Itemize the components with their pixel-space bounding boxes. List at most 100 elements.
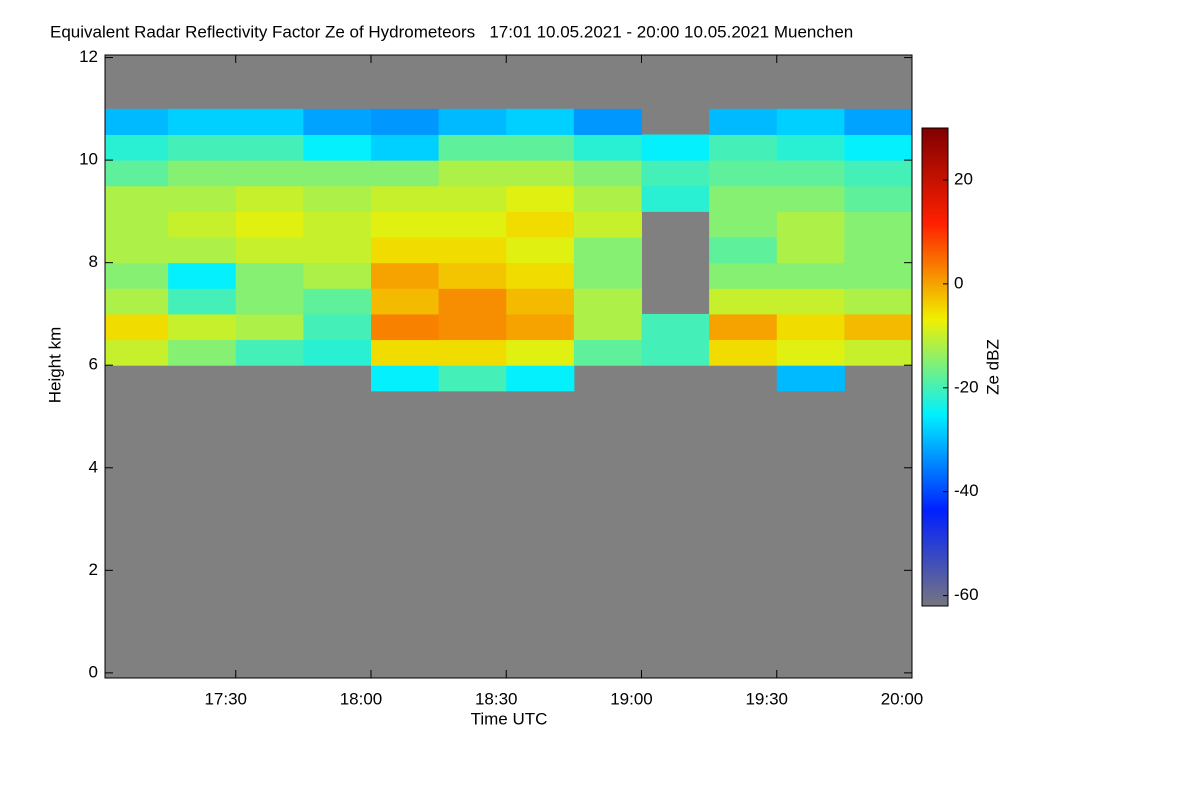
heatmap-cell bbox=[168, 211, 237, 238]
heatmap-cell bbox=[776, 365, 845, 392]
heatmap-cell bbox=[844, 339, 912, 366]
heatmap-cell bbox=[506, 365, 575, 392]
heatmap-cell bbox=[303, 160, 372, 187]
heatmap-cell bbox=[776, 237, 845, 264]
heatmap-cell bbox=[776, 262, 845, 289]
heatmap-cell bbox=[641, 134, 710, 161]
heatmap-cell bbox=[844, 237, 912, 264]
y-tick-label: 12 bbox=[79, 47, 98, 66]
heatmap-cell bbox=[506, 108, 575, 135]
heatmap-cell bbox=[105, 339, 169, 366]
heatmap-cell bbox=[303, 339, 372, 366]
heatmap-cell bbox=[844, 160, 912, 187]
heatmap-cell bbox=[641, 185, 710, 212]
heatmap-cell bbox=[709, 237, 778, 264]
heatmap-cell bbox=[168, 237, 237, 264]
heatmap-cell bbox=[573, 288, 642, 315]
heatmap-cell bbox=[438, 134, 507, 161]
heatmap-cell bbox=[370, 134, 440, 161]
chart-title: Equivalent Radar Reflectivity Factor Ze … bbox=[50, 22, 853, 41]
heatmap-cell bbox=[370, 108, 440, 135]
heatmap-cell bbox=[709, 288, 778, 315]
heatmap-cell bbox=[105, 288, 169, 315]
x-tick-label: 17:30 bbox=[204, 689, 247, 708]
x-tick-label: 19:00 bbox=[610, 689, 653, 708]
heatmap-cell bbox=[844, 108, 912, 135]
heatmap-cell bbox=[235, 262, 304, 289]
y-tick-label: 0 bbox=[89, 662, 98, 681]
heatmap-cell bbox=[105, 262, 169, 289]
heatmap-cell bbox=[844, 185, 912, 212]
colorbar-tick-label: -20 bbox=[954, 377, 979, 396]
heatmap-cell bbox=[105, 134, 169, 161]
heatmap-cell bbox=[776, 211, 845, 238]
heatmap-cell bbox=[844, 313, 912, 341]
heatmap-cell bbox=[168, 108, 237, 135]
heatmap-cell bbox=[168, 313, 237, 341]
colorbar bbox=[921, 127, 949, 607]
heatmap-cell bbox=[370, 237, 440, 264]
heatmap-cell bbox=[709, 108, 778, 135]
heatmap-cell bbox=[168, 262, 237, 289]
heatmap-cell bbox=[105, 211, 169, 238]
heatmap-cell bbox=[709, 339, 778, 366]
heatmap-cell bbox=[573, 134, 642, 161]
heatmap-cell bbox=[776, 288, 845, 315]
heatmap-cell bbox=[573, 313, 642, 341]
heatmap-cell bbox=[438, 339, 507, 366]
heatmap-cell bbox=[303, 262, 372, 289]
heatmap-cell bbox=[844, 211, 912, 238]
colorbar-tick-label: -40 bbox=[954, 481, 979, 500]
heatmap-cell bbox=[168, 185, 237, 212]
heatmap-cell bbox=[235, 339, 304, 366]
y-tick-label: 8 bbox=[89, 252, 98, 271]
y-tick-label: 4 bbox=[89, 457, 98, 476]
heatmap-cell bbox=[303, 108, 372, 135]
x-tick-label: 18:30 bbox=[475, 689, 518, 708]
heatmap-cells bbox=[105, 108, 912, 392]
heatmap-cell bbox=[370, 211, 440, 238]
heatmap-cell bbox=[303, 313, 372, 341]
heatmap-cell bbox=[709, 211, 778, 238]
heatmap-cell bbox=[776, 313, 845, 341]
heatmap-cell bbox=[506, 262, 575, 289]
heatmap-cell bbox=[370, 339, 440, 366]
y-axis-label: Height km bbox=[45, 327, 64, 404]
heatmap-cell bbox=[709, 185, 778, 212]
heatmap-cell bbox=[303, 211, 372, 238]
heatmap-cell bbox=[573, 211, 642, 238]
heatmap-cell bbox=[438, 237, 507, 264]
heatmap-cell bbox=[168, 160, 237, 187]
heatmap-cell bbox=[235, 237, 304, 264]
x-axis-label: Time UTC bbox=[471, 709, 548, 728]
heatmap-cell bbox=[370, 365, 440, 392]
heatmap-cell bbox=[370, 313, 440, 341]
heatmap-cell bbox=[303, 237, 372, 264]
heatmap-cell bbox=[573, 185, 642, 212]
y-tick-label: 10 bbox=[79, 150, 98, 169]
colorbar-label: Ze dBZ bbox=[983, 339, 1002, 395]
heatmap-cell bbox=[844, 288, 912, 315]
colorbar-tick-label: 20 bbox=[954, 169, 973, 188]
heatmap-cell bbox=[573, 237, 642, 264]
heatmap-cell bbox=[438, 160, 507, 187]
heatmap-cell bbox=[105, 160, 169, 187]
heatmap-cell bbox=[438, 211, 507, 238]
heatmap-cell bbox=[573, 262, 642, 289]
heatmap-cell bbox=[776, 339, 845, 366]
heatmap-cell bbox=[641, 313, 710, 341]
heatmap-cell bbox=[438, 262, 507, 289]
heatmap-cell bbox=[105, 185, 169, 212]
x-tick-label: 19:30 bbox=[745, 689, 788, 708]
heatmap-cell bbox=[709, 134, 778, 161]
heatmap-cell bbox=[844, 134, 912, 161]
x-tick-label: 20:00 bbox=[881, 689, 924, 708]
heatmap-cell bbox=[235, 313, 304, 341]
heatmap-cell bbox=[168, 134, 237, 161]
heatmap-cell bbox=[235, 160, 304, 187]
heatmap-cell bbox=[370, 262, 440, 289]
colorbar-tick-label: 0 bbox=[954, 273, 963, 292]
heatmap-cell bbox=[506, 313, 575, 341]
heatmap-cell bbox=[641, 339, 710, 366]
